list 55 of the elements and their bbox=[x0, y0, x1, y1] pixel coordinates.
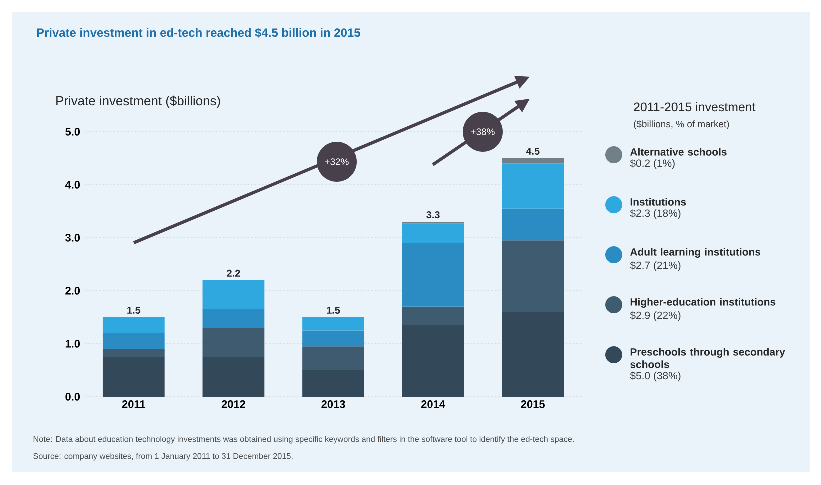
y-tick-label: 2.0 bbox=[66, 287, 80, 295]
bar bbox=[102, 357, 165, 397]
bar bbox=[502, 158, 564, 164]
text: $2.7 (21%) bbox=[630, 261, 681, 272]
y-tick-label: 3.0 bbox=[66, 234, 80, 242]
x-tick-label: 2015 bbox=[521, 400, 545, 408]
y-axis-title: Private investment ($billions) bbox=[56, 96, 220, 108]
bar bbox=[502, 164, 564, 209]
chart-title: Private investment in ed-tech reached $4.5 billion in 2015 bbox=[37, 28, 360, 38]
bar bbox=[402, 325, 464, 397]
bar bbox=[202, 310, 265, 328]
y-tick-label: 1.0 bbox=[66, 340, 80, 348]
bar bbox=[302, 317, 364, 331]
text: $0.2 (1%) bbox=[630, 159, 675, 170]
bar bbox=[502, 208, 564, 241]
legend-title: 2011-2015 investment bbox=[634, 102, 756, 112]
y-tick-label: 5.0 bbox=[66, 128, 80, 136]
annotation: +32% bbox=[325, 158, 349, 166]
bar bbox=[302, 370, 364, 397]
text: ($billions, % of market) bbox=[634, 120, 730, 130]
source-note: Source: company websites, from 1 January 2011 to 31 December 2015. bbox=[34, 453, 293, 461]
bar bbox=[502, 312, 564, 397]
bar bbox=[202, 357, 265, 397]
bar bbox=[102, 349, 165, 358]
legend-label: Preschools through secondary schools bbox=[630, 348, 786, 368]
bar bbox=[202, 328, 265, 358]
legend-label: Higher-education institutions bbox=[630, 298, 776, 308]
y-tick-label: 0.0 bbox=[66, 393, 80, 401]
bar bbox=[102, 317, 165, 334]
bar bbox=[502, 240, 564, 312]
total-label: 3.3 bbox=[426, 212, 440, 219]
x-tick-label: 2011 bbox=[122, 400, 146, 408]
x-tick-label: 2014 bbox=[421, 400, 446, 408]
total-label: 4.5 bbox=[526, 148, 540, 155]
legend-label: Alternative schools bbox=[630, 148, 727, 156]
x-tick-label: 2013 bbox=[322, 400, 346, 408]
total-label: 1.5 bbox=[128, 307, 141, 314]
total-label: 2.2 bbox=[227, 270, 240, 277]
bar bbox=[302, 330, 364, 347]
legend-label: Institutions bbox=[630, 198, 686, 206]
x-tick-label: 2012 bbox=[222, 400, 246, 408]
annotation: +38% bbox=[471, 128, 495, 136]
text: Note: Data about education technology investments was obtained using specific keywords and filters in the software tool to identify the ed-tech space. bbox=[34, 436, 574, 444]
bar bbox=[402, 306, 464, 326]
bar bbox=[402, 224, 464, 244]
total-label: 1.5 bbox=[327, 307, 340, 314]
text: $2.3 (18%) bbox=[630, 209, 681, 220]
text: $5.0 (38%) bbox=[630, 372, 681, 382]
bar bbox=[202, 280, 265, 310]
text: $2.9 (22%) bbox=[630, 311, 681, 322]
bar bbox=[402, 243, 464, 307]
bar bbox=[102, 333, 165, 350]
legend-label: Adult learning institutions bbox=[630, 248, 761, 258]
y-tick-label: 4.0 bbox=[65, 181, 80, 189]
bar bbox=[302, 346, 364, 370]
